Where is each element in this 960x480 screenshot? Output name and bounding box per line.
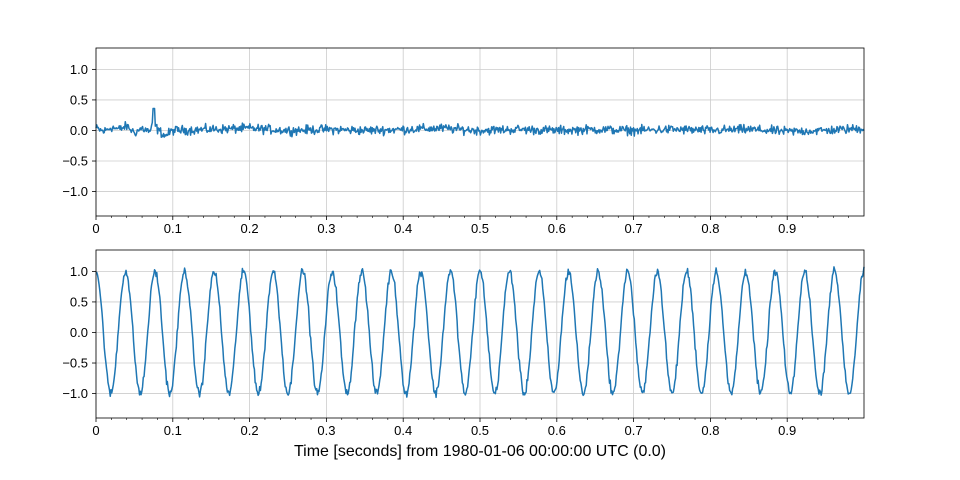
x-tick-label: 0.7: [625, 423, 643, 438]
x-tick-label: 0.1: [164, 423, 182, 438]
x-tick-label: 0.3: [317, 221, 335, 236]
y-tick-label: 1.0: [70, 62, 88, 77]
y-tick-label: 0.0: [70, 325, 88, 340]
top-x-ticks: 0 0.1 0.2 0.3 0.4 0.5 0.6 0.7 0.8 0.9: [92, 216, 849, 236]
x-tick-label: 0.3: [317, 423, 335, 438]
x-tick-label: 0.2: [241, 423, 259, 438]
x-tick-label: 0.4: [394, 221, 412, 236]
y-tick-label: 1.0: [70, 264, 88, 279]
y-tick-label: 0.5: [70, 92, 88, 107]
y-tick-label: −0.5: [62, 154, 88, 169]
x-tick-label: 0.8: [701, 221, 719, 236]
bottom-y-ticks: 1.0 0.5 0.0 −0.5 −1.0: [62, 264, 96, 401]
top-panel: 0 0.1 0.2 0.3 0.4 0.5 0.6 0.7 0.8 0.9 1.0 0.5 0.0 −0…: [62, 47, 865, 236]
x-tick-label: 0.8: [701, 423, 719, 438]
x-tick-label: 0.9: [778, 221, 796, 236]
x-tick-label: 0.6: [548, 423, 566, 438]
y-tick-label: −1.0: [62, 386, 88, 401]
y-tick-label: −0.5: [62, 356, 88, 371]
x-tick-label: 0.7: [625, 221, 643, 236]
bottom-series: [95, 266, 865, 399]
x-tick-label: 0.5: [471, 423, 489, 438]
y-tick-label: −1.0: [62, 184, 88, 199]
series-line: [95, 266, 865, 399]
x-tick-label: 0: [92, 423, 99, 438]
bottom-x-ticks: 0 0.1 0.2 0.3 0.4 0.5 0.6 0.7 0.8 0.9: [92, 418, 849, 438]
x-axis-label: Time [seconds] from 1980-01-06 00:00:00 …: [294, 443, 666, 460]
top-series: [95, 107, 865, 139]
x-tick-label: 0.9: [778, 423, 796, 438]
bottom-panel: 0 0.1 0.2 0.3 0.4 0.5 0.6 0.7 0.8 0.9 1.0 0.5 0.0 −0…: [62, 249, 865, 438]
x-tick-label: 0.1: [164, 221, 182, 236]
x-tick-label: 0.4: [394, 423, 412, 438]
x-tick-label: 0: [92, 221, 99, 236]
series-line: [95, 107, 865, 139]
x-tick-label: 0.5: [471, 221, 489, 236]
top-y-ticks: 1.0 0.5 0.0 −0.5 −1.0: [62, 62, 96, 199]
y-tick-label: 0.0: [70, 123, 88, 138]
y-tick-label: 0.5: [70, 294, 88, 309]
top-grid: [95, 48, 864, 216]
x-tick-label: 0.2: [241, 221, 259, 236]
x-tick-label: 0.6: [548, 221, 566, 236]
